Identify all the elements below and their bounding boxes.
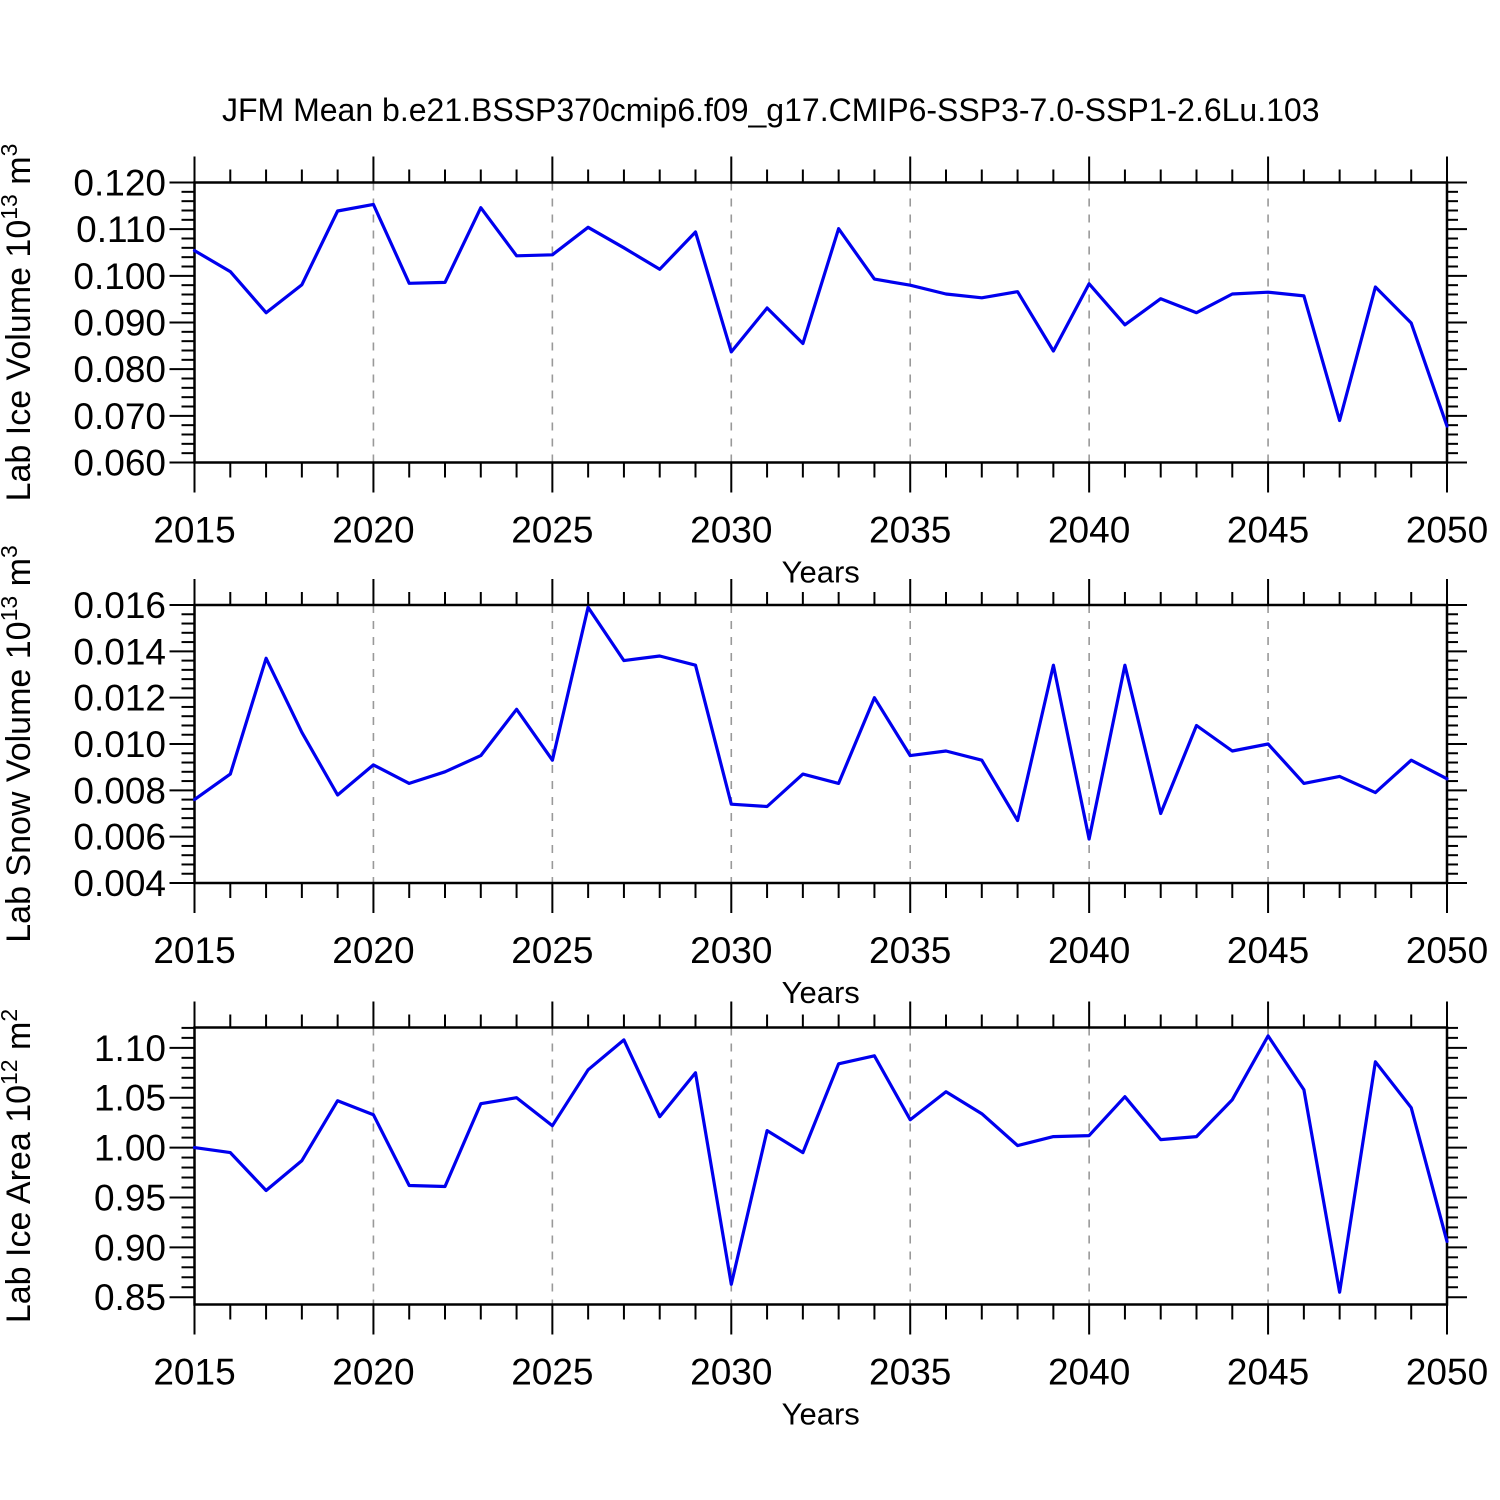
- x-tick-label: 2045: [1227, 1352, 1309, 1393]
- chart-panel-lab-snow-volume: 2015 2020 2025 2030 2035 2040 2045 2050 0.004 0.0…: [0, 545, 1488, 1010]
- ticks: [169, 156, 1467, 493]
- y-tick-label: 0.008: [73, 770, 166, 811]
- plot-border: [193, 1026, 1449, 1306]
- data-line-lab-ice-area: [192, 1034, 1449, 1294]
- x-tick-label: 2035: [869, 510, 951, 551]
- figure-title: JFM Mean b.e21.BSSP370cmip6.f09_g17.CMIP…: [222, 92, 1320, 128]
- y-tick-label: 0.016: [73, 585, 166, 626]
- y-axis-title: Lab Ice Volume 1013 m3: [0, 144, 38, 502]
- y-tick-label: 0.080: [73, 349, 166, 390]
- y-tick-label: 0.90: [94, 1227, 166, 1268]
- y-tick-label: 0.100: [73, 256, 166, 297]
- y-tick-label: 1.10: [94, 1028, 166, 1069]
- y-tick-label: 0.110: [76, 209, 166, 250]
- chart-panel-lab-ice-area: 2015 2020 2025 2030 2035 2040 2045 2050 0.85 0.90…: [0, 1001, 1488, 1432]
- y-tick-label: 0.060: [73, 443, 166, 484]
- tick-labels: 2015 2020 2025 2030 2035 2040 2045 2050 0.85 0.90…: [94, 1028, 1488, 1393]
- x-tick-label: 2015: [153, 930, 235, 971]
- x-tick-label: 2040: [1048, 1352, 1130, 1393]
- gridlines: [372, 605, 1269, 883]
- plot-border: [193, 603, 1449, 885]
- x-axis-title: Years: [782, 1397, 860, 1432]
- x-tick-label: 2040: [1048, 510, 1130, 551]
- chart-panel-lab-ice-volume: 2015 2020 2025 2030 2035 2040 2045 2050 0.060 0.0…: [0, 144, 1488, 590]
- x-tick-label: 2015: [153, 1352, 235, 1393]
- plot-border: [193, 181, 1449, 464]
- x-tick-label: 2050: [1406, 930, 1488, 971]
- ticks: [169, 579, 1467, 913]
- x-tick-label: 2020: [332, 510, 414, 551]
- y-tick-label: 0.95: [94, 1177, 166, 1218]
- x-tick-label: 2050: [1406, 1352, 1488, 1393]
- gridlines: [372, 182, 1269, 463]
- x-tick-label: 2045: [1227, 930, 1309, 971]
- data-line-lab-snow-volume: [192, 605, 1449, 841]
- x-tick-label: 2045: [1227, 510, 1309, 551]
- x-tick-label: 2025: [511, 930, 593, 971]
- x-tick-label: 2030: [690, 510, 772, 551]
- y-tick-label: 0.120: [73, 163, 166, 204]
- x-tick-label: 2020: [332, 1352, 414, 1393]
- y-tick-label: 0.014: [73, 631, 166, 672]
- y-tick-label: 1.05: [94, 1078, 166, 1119]
- y-tick-label: 0.012: [73, 678, 166, 719]
- tick-labels: 2015 2020 2025 2030 2035 2040 2045 2050 0.060 0.0…: [73, 163, 1488, 551]
- y-tick-label: 0.006: [73, 817, 166, 858]
- x-tick-label: 2040: [1048, 930, 1130, 971]
- x-axis-title: Years: [782, 975, 860, 1010]
- y-tick-label: 0.070: [73, 396, 166, 437]
- x-tick-label: 2035: [869, 930, 951, 971]
- x-tick-label: 2030: [690, 1352, 772, 1393]
- y-tick-label: 1.00: [94, 1128, 166, 1169]
- ticks: [169, 1001, 1467, 1335]
- x-tick-label: 2035: [869, 1352, 951, 1393]
- x-tick-label: 2025: [511, 1352, 593, 1393]
- x-tick-label: 2015: [153, 510, 235, 551]
- x-tick-label: 2025: [511, 510, 593, 551]
- tick-labels: 2015 2020 2025 2030 2035 2040 2045 2050 0.004 0.0…: [73, 585, 1488, 971]
- y-tick-label: 0.090: [73, 303, 166, 344]
- gridlines: [372, 1027, 1269, 1305]
- y-axis-title: Lab Ice Area 1012 m2: [0, 1009, 38, 1323]
- x-tick-label: 2050: [1406, 510, 1488, 551]
- y-tick-label: 0.85: [94, 1277, 166, 1318]
- y-axis-title: Lab Snow Volume 1013 m3: [0, 545, 38, 943]
- y-tick-label: 0.010: [73, 724, 166, 765]
- y-tick-label: 0.004: [73, 863, 166, 904]
- x-axis-title: Years: [782, 555, 860, 590]
- data-line-lab-ice-volume: [192, 202, 1449, 428]
- x-tick-label: 2020: [332, 930, 414, 971]
- x-tick-label: 2030: [690, 930, 772, 971]
